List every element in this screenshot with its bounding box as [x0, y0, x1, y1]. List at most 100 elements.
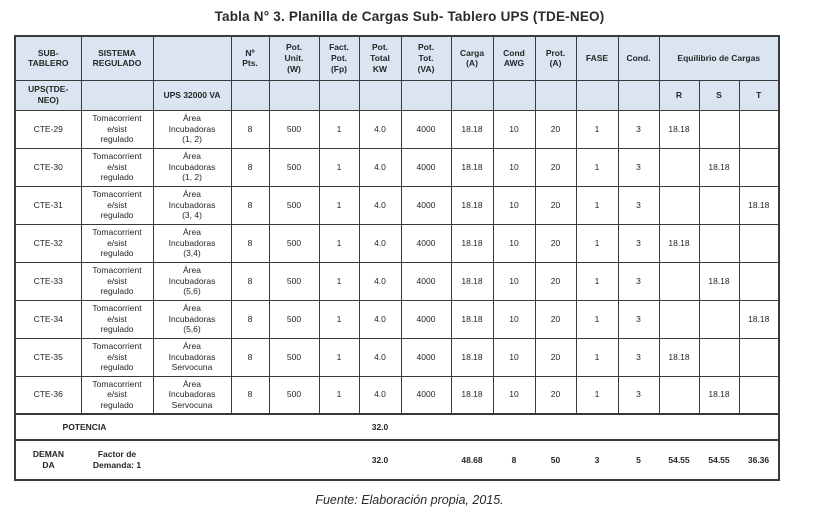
- cell-fact-pot: 1: [318, 375, 360, 415]
- cell-pts: 8: [230, 223, 270, 263]
- cell-sistema-regulado: Tomacorrient e/sist regulado: [80, 109, 154, 149]
- header-pot-tot-va: Pot. Tot. (VA): [400, 35, 452, 81]
- cell-area: Área Incubadoras (5,6): [152, 261, 232, 301]
- cell-phase-s: [698, 299, 740, 339]
- cell-pot-unit: 500: [268, 337, 320, 377]
- cell-pot-unit: 500: [268, 299, 320, 339]
- table-row: CTE-34 Tomacorrient e/sist regulado Área…: [14, 299, 780, 339]
- cell-fase: 1: [575, 337, 619, 377]
- cell-phase-t: 18.18: [738, 299, 780, 339]
- cell-sistema-regulado: Tomacorrient e/sist regulado: [80, 375, 154, 415]
- cell-pts: 8: [230, 299, 270, 339]
- header-area: [152, 35, 232, 81]
- table-title: Tabla N° 3. Planilla de Cargas Sub- Tabl…: [214, 9, 605, 24]
- header-fact-pot: Fact. Pot. (Fp): [318, 35, 360, 81]
- cell-phase-t: [738, 147, 780, 187]
- cell-sub-tablero: CTE-32: [14, 223, 82, 263]
- cell-fact-pot: 1: [318, 299, 360, 339]
- demanda-factor: Factor de Demanda: 1: [81, 439, 153, 481]
- header-phase-r: R: [658, 79, 700, 111]
- cell-phase-s: [698, 109, 740, 149]
- demanda-row: DEMAN DA Factor de Demanda: 1 32.0 48.68…: [15, 439, 779, 481]
- demanda-carga: 48.68: [451, 439, 493, 481]
- cell-cond-awg: 10: [492, 147, 536, 187]
- cell-pts: 8: [230, 337, 270, 377]
- header-row-2: UPS(TDE- NEO) UPS 32000 VA R S T: [14, 79, 780, 111]
- cell-fact-pot: 1: [318, 185, 360, 225]
- demanda-cond-awg: 8: [493, 439, 535, 481]
- cell-phase-r: [658, 147, 700, 187]
- cell-pot-unit: 500: [268, 185, 320, 225]
- cell-phase-s: 18.18: [698, 147, 740, 187]
- cell-phase-t: [738, 223, 780, 263]
- demanda-label: DEMAN DA: [15, 439, 81, 481]
- cell-cond-awg: 10: [492, 299, 536, 339]
- cell-prot: 20: [534, 185, 577, 225]
- cell-fase: 1: [575, 299, 619, 339]
- cell-carga: 18.18: [450, 337, 494, 377]
- cell-pot-unit: 500: [268, 375, 320, 415]
- cell-fact-pot: 1: [318, 337, 360, 377]
- cell-pts: 8: [230, 185, 270, 225]
- cell-pot-unit: 500: [268, 109, 320, 149]
- cell-prot: 20: [534, 375, 577, 415]
- cell-pot-total-kw: 4.0: [358, 223, 402, 263]
- cell-fase: 1: [575, 223, 619, 263]
- cell-sub-tablero: CTE-34: [14, 299, 82, 339]
- header-sistema-regulado: SISTEMA REGULADO: [80, 35, 154, 81]
- header-equilibrio-de-cargas: Equilibrio de Cargas: [658, 35, 780, 81]
- header-fase: FASE: [575, 35, 619, 81]
- header-pot-unit: Pot. Unit. (W): [268, 35, 320, 81]
- cell-carga: 18.18: [450, 299, 494, 339]
- cell-pot-total-kw: 4.0: [358, 109, 402, 149]
- demanda-pot-total-kw: 32.0: [359, 439, 401, 481]
- cell-pot-unit: 500: [268, 223, 320, 263]
- cell-pot-tot-va: 4000: [400, 299, 452, 339]
- cell-cond: 3: [617, 147, 660, 187]
- cell-cond-awg: 10: [492, 261, 536, 301]
- cell-pts: 8: [230, 261, 270, 301]
- table-row: CTE-36 Tomacorrient e/sist regulado Área…: [14, 375, 780, 415]
- cell-cond: 3: [617, 185, 660, 225]
- header-ups-capacity: UPS 32000 VA: [152, 79, 232, 111]
- cell-phase-r: 18.18: [658, 337, 700, 377]
- cell-phase-t: [738, 337, 780, 377]
- table-row: CTE-31 Tomacorrient e/sist regulado Área…: [14, 185, 780, 225]
- cell-fase: 1: [575, 109, 619, 149]
- demanda-prot: 50: [535, 439, 576, 481]
- cell-fase: 1: [575, 375, 619, 415]
- potencia-empty: [153, 413, 359, 441]
- cell-phase-s: [698, 337, 740, 377]
- cell-phase-t: [738, 375, 780, 415]
- cell-area: Área Incubadoras (1, 2): [152, 147, 232, 187]
- cell-phase-r: [658, 375, 700, 415]
- demanda-fase: 3: [576, 439, 618, 481]
- header-empty: [400, 79, 452, 111]
- cell-carga: 18.18: [450, 261, 494, 301]
- cell-prot: 20: [534, 109, 577, 149]
- cell-sub-tablero: CTE-33: [14, 261, 82, 301]
- cell-phase-r: [658, 185, 700, 225]
- header-empty: [450, 79, 494, 111]
- cell-sub-tablero: CTE-30: [14, 147, 82, 187]
- cell-pot-unit: 500: [268, 261, 320, 301]
- cell-cond: 3: [617, 375, 660, 415]
- potencia-label: POTENCIA: [15, 413, 153, 441]
- source-caption: Fuente: Elaboración propia, 2015.: [315, 493, 504, 507]
- header-empty: [268, 79, 320, 111]
- cell-area: Área Incubadoras Servocuna: [152, 337, 232, 377]
- cell-carga: 18.18: [450, 185, 494, 225]
- cell-phase-t: 18.18: [738, 185, 780, 225]
- cell-pot-tot-va: 4000: [400, 261, 452, 301]
- cell-pot-total-kw: 4.0: [358, 261, 402, 301]
- demanda-phase-t: 36.36: [739, 439, 779, 481]
- header-empty: [575, 79, 619, 111]
- cell-fact-pot: 1: [318, 261, 360, 301]
- cell-prot: 20: [534, 299, 577, 339]
- cell-sistema-regulado: Tomacorrient e/sist regulado: [80, 261, 154, 301]
- cell-pot-tot-va: 4000: [400, 109, 452, 149]
- cell-cond-awg: 10: [492, 185, 536, 225]
- cell-pot-tot-va: 4000: [400, 147, 452, 187]
- cell-carga: 18.18: [450, 375, 494, 415]
